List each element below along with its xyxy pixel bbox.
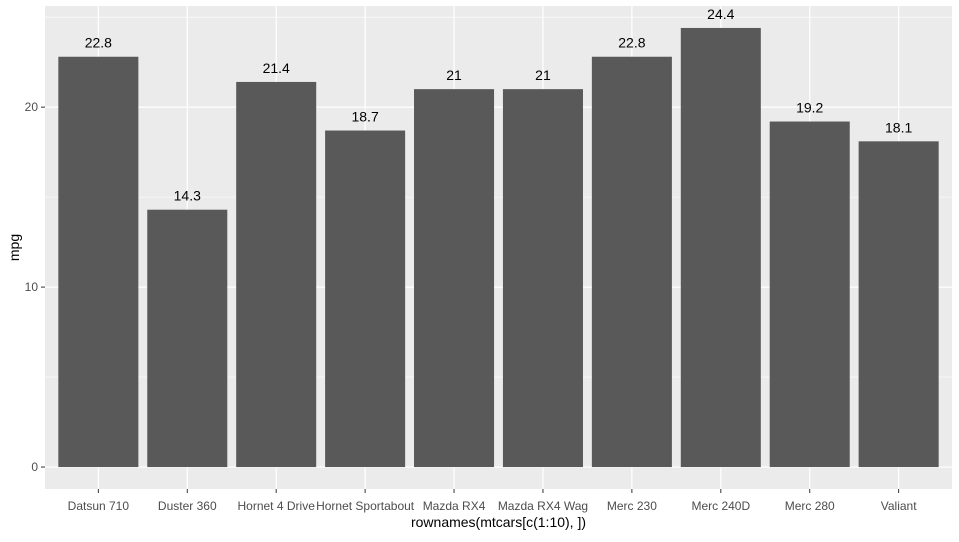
bar-value-label: 22.8	[618, 35, 645, 51]
bar	[147, 209, 228, 468]
bar-value-label: 14.3	[174, 188, 201, 204]
x-tick-label: Merc 240D	[691, 499, 750, 513]
bar	[414, 89, 495, 468]
y-tick-label: 10	[25, 280, 39, 294]
x-tick-label: Duster 360	[158, 499, 217, 513]
bar	[769, 121, 850, 468]
bar	[680, 27, 761, 468]
bar	[58, 56, 139, 468]
x-tick-label: Merc 230	[607, 499, 657, 513]
y-tick-label: 20	[25, 100, 39, 114]
bar-value-label: 18.7	[351, 109, 378, 125]
x-tick-label: Mazda RX4 Wag	[498, 499, 588, 513]
bars	[58, 27, 939, 468]
x-tick-label: Datsun 710	[68, 499, 130, 513]
x-tick-label: Mazda RX4	[423, 499, 486, 513]
bar-value-label: 19.2	[796, 100, 823, 116]
bar	[591, 56, 672, 468]
y-tick-label: 0	[31, 460, 38, 474]
bar-value-label: 21	[535, 67, 551, 83]
bar-value-label: 24.4	[707, 6, 734, 22]
bar	[236, 81, 317, 468]
bar-value-label: 21.4	[263, 60, 290, 76]
bar-value-label: 21	[446, 67, 462, 83]
bar	[325, 130, 406, 468]
x-axis-title: rownames(mtcars[c(1:10), ])	[411, 514, 586, 530]
data-labels: 22.8 14.3 21.4 18.7 21 21 22.8 24.4 19.2 18.1	[85, 6, 913, 204]
x-tick-label: Hornet 4 Drive	[238, 499, 316, 513]
bar-value-label: 22.8	[85, 35, 112, 51]
x-axis: Datsun 710 Duster 360 Hornet 4 Drive Hornet…	[68, 489, 917, 513]
bar	[502, 89, 583, 468]
bar	[858, 141, 939, 468]
y-axis-title: mpg	[6, 234, 22, 261]
x-tick-label: Valiant	[881, 499, 917, 513]
bar-value-label: 18.1	[885, 119, 912, 135]
y-axis: 0 10 20	[25, 100, 45, 474]
x-tick-label: Merc 280	[785, 499, 835, 513]
x-tick-label: Hornet Sportabout	[316, 499, 415, 513]
